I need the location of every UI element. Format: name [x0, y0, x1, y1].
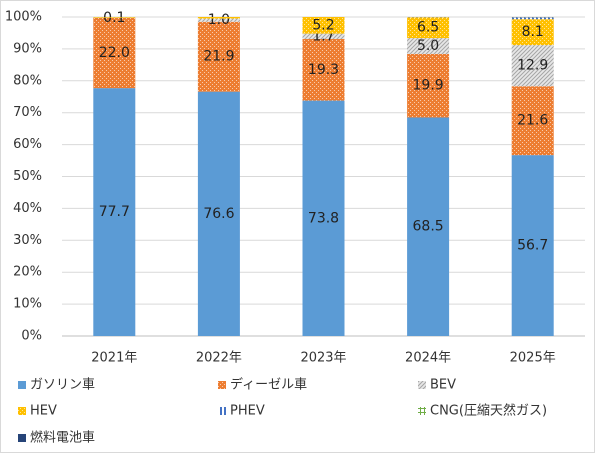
data-label: 0.1	[103, 10, 125, 26]
bar-segment	[511, 17, 554, 20]
x-tick-label: 2025年	[510, 351, 556, 366]
data-label: 5.2	[312, 17, 334, 33]
bar-segment	[407, 17, 450, 39]
legend-swatch	[18, 381, 26, 389]
bar-segment	[511, 86, 554, 156]
bar-segment	[407, 117, 450, 336]
data-label: 21.6	[517, 113, 548, 129]
bar-segment	[511, 45, 554, 87]
bar-segment	[93, 88, 136, 337]
data-label: 76.6	[203, 206, 234, 222]
data-label: 5.0	[417, 38, 439, 54]
bar-segment	[302, 33, 345, 40]
data-label: 68.5	[413, 219, 444, 235]
legend-label: 燃料電池車	[30, 430, 95, 446]
legend-label: ディーゼル車	[230, 377, 307, 393]
legend-swatch	[218, 381, 226, 389]
y-tick-label: 40%	[13, 201, 42, 216]
data-label: 73.8	[308, 210, 339, 226]
y-tick-label: 90%	[13, 41, 42, 56]
data-label: 12.9	[517, 58, 548, 74]
bar-segment	[197, 17, 240, 19]
legend-label: BEV	[430, 378, 456, 393]
legend-swatch	[218, 407, 226, 415]
bar-segment	[197, 91, 240, 337]
bar-segment	[407, 54, 450, 118]
y-tick-label: 80%	[13, 73, 42, 88]
y-tick-label: 100%	[5, 10, 42, 25]
x-tick-label: 2024年	[405, 351, 451, 366]
data-label: 6.5	[417, 20, 439, 36]
bar-segment	[511, 155, 554, 336]
data-label: 56.7	[517, 238, 548, 254]
bar-segment	[302, 39, 345, 101]
data-label: 21.9	[203, 49, 234, 65]
data-label: 19.9	[413, 78, 444, 94]
bar-segment	[93, 17, 136, 89]
data-label: 8.1	[522, 24, 544, 40]
y-tick-label: 70%	[13, 105, 42, 120]
bar-segment	[93, 17, 136, 18]
legend-swatch	[418, 407, 426, 415]
data-label: 77.7	[99, 204, 130, 220]
bar-segment	[197, 21, 240, 92]
legend-swatch	[418, 381, 426, 389]
legend-swatch	[18, 434, 26, 442]
bar-segment	[511, 19, 554, 46]
y-tick-label: 30%	[13, 233, 42, 248]
legend-label: CNG(圧縮天然ガス)	[430, 403, 547, 419]
y-tick-label: 60%	[13, 137, 42, 152]
data-label: 19.3	[308, 62, 339, 78]
legend-label: ガソリン車	[30, 378, 95, 393]
legend-label: PHEV	[230, 404, 265, 419]
legend-swatch	[18, 407, 26, 415]
data-label: 1.0	[208, 12, 230, 28]
bar-segment	[302, 100, 345, 336]
y-tick-label: 20%	[13, 265, 42, 280]
y-tick-label: 50%	[13, 169, 42, 184]
bar-segment	[197, 18, 240, 22]
bar-segment	[302, 17, 345, 34]
x-tick-label: 2023年	[300, 351, 346, 366]
legend-label: HEV	[30, 404, 57, 419]
y-tick-label: 0%	[21, 329, 42, 344]
x-tick-label: 2022年	[196, 351, 242, 366]
y-tick-label: 10%	[13, 297, 42, 312]
data-label: 22.0	[99, 45, 130, 61]
bar-segment	[407, 38, 450, 55]
x-tick-label: 2021年	[91, 351, 137, 366]
